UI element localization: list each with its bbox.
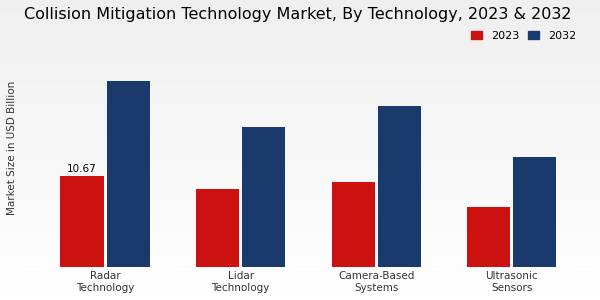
Text: Collision Mitigation Technology Market, By Technology, 2023 & 2032: Collision Mitigation Technology Market, … (24, 7, 571, 22)
Bar (377, 106, 421, 267)
Bar (467, 208, 511, 267)
Y-axis label: Market Size in USD Billion: Market Size in USD Billion (7, 81, 17, 215)
Bar (61, 176, 104, 267)
Bar (513, 157, 556, 267)
Bar (242, 127, 286, 267)
Bar (196, 189, 239, 267)
Text: 10.67: 10.67 (67, 164, 97, 174)
Bar (107, 81, 150, 267)
Bar (332, 182, 375, 267)
Legend: 2023, 2032: 2023, 2032 (471, 31, 576, 41)
